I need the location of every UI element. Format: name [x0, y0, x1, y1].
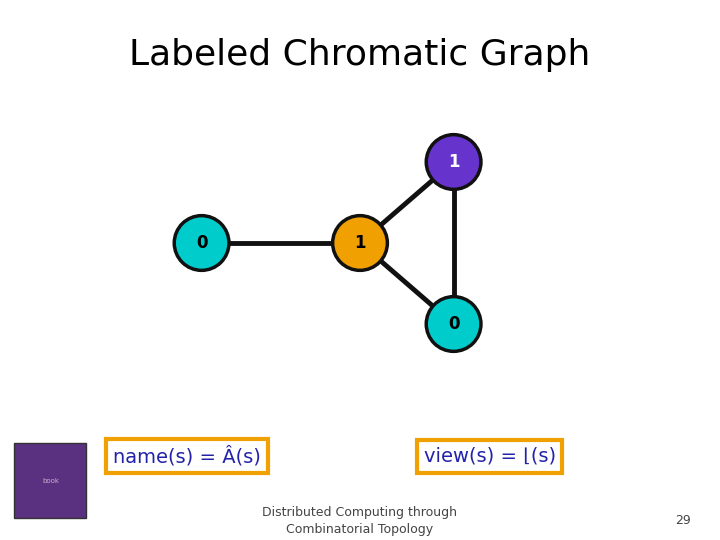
Text: Distributed Computing through
Combinatorial Topology: Distributed Computing through Combinator… — [263, 506, 457, 536]
Text: 1: 1 — [448, 153, 459, 171]
Text: 1: 1 — [354, 234, 366, 252]
Text: 0: 0 — [196, 234, 207, 252]
FancyBboxPatch shape — [14, 443, 86, 518]
Text: 29: 29 — [675, 514, 691, 526]
Text: Labeled Chromatic Graph: Labeled Chromatic Graph — [130, 38, 590, 72]
Ellipse shape — [333, 215, 387, 271]
Text: view(s) = ⌊(s): view(s) = ⌊(s) — [423, 447, 556, 466]
Text: book: book — [42, 477, 59, 484]
Ellipse shape — [426, 296, 481, 352]
Ellipse shape — [174, 215, 229, 271]
Ellipse shape — [426, 134, 481, 190]
Text: 0: 0 — [448, 315, 459, 333]
Text: name(s) = Â(s): name(s) = Â(s) — [113, 446, 261, 467]
